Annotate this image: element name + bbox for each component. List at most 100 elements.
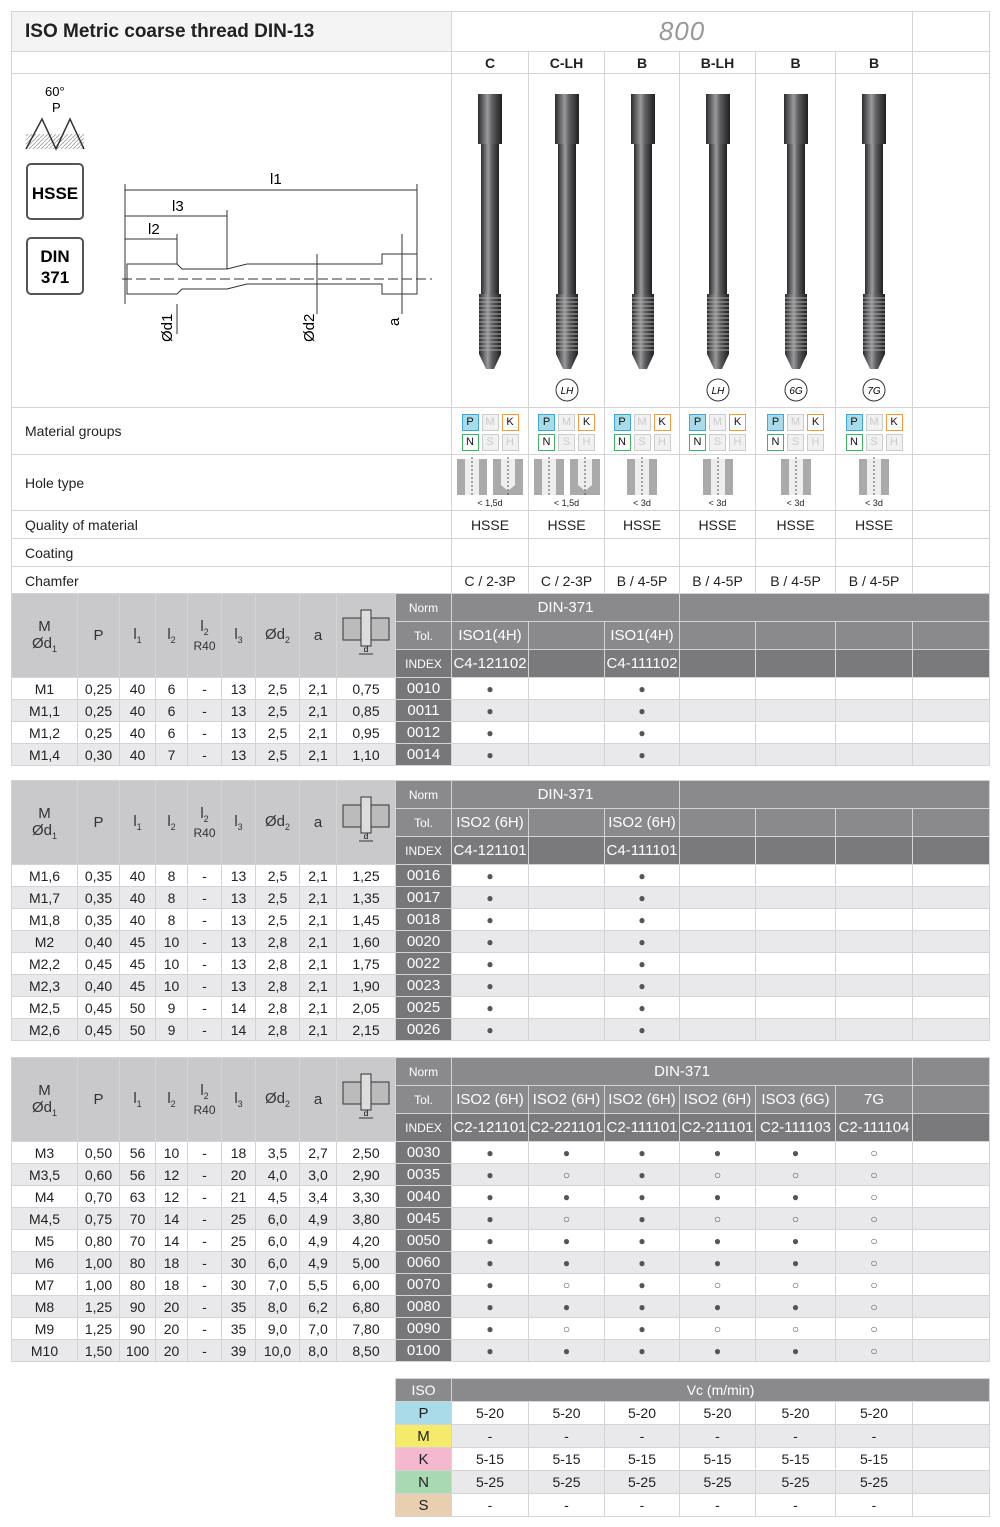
table-row[interactable]: M4,5 0,75 70 14-25 6,0 4,9 3,80 0045 ● ○ ● ○ ○ ○: [11, 1207, 991, 1230]
availability-mark: ●: [451, 743, 529, 766]
material-group-cell: P: [395, 1401, 452, 1425]
speed-row: M------: [395, 1424, 991, 1448]
header-text: R40: [193, 1102, 216, 1117]
article-index: [679, 836, 756, 865]
l1-label: l1: [270, 171, 282, 188]
l1-cell: 45: [119, 952, 156, 975]
table-row[interactable]: M4 0,70 63 12-21 4,5 3,4 3,30 0040 ● ● ● ● ● ○: [11, 1185, 991, 1208]
material-k-badge: K: [501, 413, 519, 431]
table-row[interactable]: M8 1,25 90 20-35 8,0 6,2 6,80 0080 ● ● ● ● ● ○: [11, 1295, 991, 1318]
material-m-badge: M: [787, 413, 804, 431]
speed-value: 5-20: [755, 1401, 836, 1425]
table-row[interactable]: M1,7 0,35 40 8-13 2,5 2,1 1,35 0017 ● ●: [11, 886, 990, 909]
table-row[interactable]: M2,2 0,45 45 10-13 2,8 2,1 1,75 0022 ● ●: [11, 952, 990, 975]
a-cell: 2,1: [299, 1018, 337, 1041]
index-code-cell: 0017: [395, 886, 452, 909]
header-sub: 2: [170, 1099, 176, 1109]
table-row[interactable]: M3 0,50 56 10-18 3,5 2,7 2,50 0030 ● ● ● ● ● ○: [11, 1141, 991, 1164]
l3-cell: 25: [221, 1229, 256, 1252]
l1-cell: 70: [119, 1229, 156, 1252]
availability-mark: ●: [604, 1163, 680, 1186]
availability-mark: [912, 952, 990, 975]
index-code-cell: 0025: [395, 996, 452, 1019]
table-row[interactable]: M6 1,00 80 18-30 6,0 4,9 5,00 0060 ● ● ● ● ● ○: [11, 1251, 991, 1274]
l3-cell: 30: [221, 1251, 256, 1274]
d2-cell: 6,0: [255, 1207, 300, 1230]
l2-r40-cell: -: [187, 721, 222, 744]
availability-mark: ●: [679, 1339, 756, 1362]
l1-cell: 40: [119, 886, 156, 909]
l2-cell: 10: [155, 952, 188, 975]
table-row[interactable]: M1,4 0,30 40 7-13 2,5 2,1 1,10 0014 ● ●: [11, 743, 990, 766]
availability-mark: [912, 974, 990, 997]
table-row[interactable]: M1 0,25 40 6-13 2,5 2,1 0,75 0010 ● ●: [11, 677, 990, 700]
col-p: P: [77, 780, 120, 865]
availability-mark: [528, 864, 605, 887]
availability-mark: [528, 743, 605, 766]
tool-type-label: B: [834, 51, 914, 74]
l1-cell: 90: [119, 1317, 156, 1340]
tolerance-value: [912, 1085, 991, 1114]
table-row[interactable]: M5 0,80 70 14-25 6,0 4,9 4,20 0050 ● ● ● ● ● ○: [11, 1229, 991, 1252]
header-text: l: [133, 626, 137, 643]
table-row[interactable]: M2 0,40 45 10-13 2,8 2,1 1,60 0020 ● ●: [11, 930, 990, 953]
table-row[interactable]: M7 1,00 80 18-30 7,0 5,5 6,00 0070 ● ○ ● ○ ○ ○: [11, 1273, 991, 1296]
size-cell: M5: [11, 1229, 78, 1252]
header-text: R40: [193, 638, 216, 653]
availability-mark: ○: [834, 1141, 914, 1164]
table-row[interactable]: M1,1 0,25 40 6-13 2,5 2,1 0,85 0011 ● ●: [11, 699, 990, 722]
tool-type-label: B-LH: [679, 51, 756, 74]
table-row[interactable]: M2,6 0,45 50 9-14 2,8 2,1 2,15 0026 ● ●: [11, 1018, 990, 1041]
size-cell: M1,4: [11, 743, 78, 766]
l2-cell: 10: [155, 930, 188, 953]
table-row[interactable]: M3,5 0,60 56 12-20 4,0 3,0 2,90 0035 ● ○ ● ○ ○ ○: [11, 1163, 991, 1186]
table-row[interactable]: M1,2 0,25 40 6-13 2,5 2,1 0,95 0012 ● ●: [11, 721, 990, 744]
table-row[interactable]: M9 1,25 90 20-35 9,0 7,0 7,80 0090 ● ○ ● ○ ○ ○: [11, 1317, 991, 1340]
tolerance-value: ISO2 (6H): [604, 1085, 680, 1114]
availability-mark: [835, 721, 913, 744]
table-row[interactable]: M1,6 0,35 40 8-13 2,5 2,1 1,25 0016 ● ●: [11, 864, 990, 887]
pitch-cell: 0,45: [77, 996, 120, 1019]
a-cell: 2,1: [299, 908, 337, 931]
l2-cell: 8: [155, 864, 188, 887]
header-text: l: [133, 1090, 137, 1107]
col-l3: l3: [221, 1057, 256, 1142]
header-text: P: [93, 627, 104, 644]
col-l1: l1: [119, 780, 156, 865]
a-cell: 2,1: [299, 864, 337, 887]
availability-mark: [679, 721, 756, 744]
header-text: a: [313, 627, 323, 644]
a-cell: 2,1: [299, 699, 337, 722]
size-cell: M3,5: [11, 1163, 78, 1186]
index-code-cell: 0010: [395, 677, 452, 700]
article-index: [835, 836, 913, 865]
chamfer-value: B / 4-5P: [755, 566, 836, 595]
availability-mark: ○: [528, 1163, 605, 1186]
l2-cell: 9: [155, 996, 188, 1019]
tool-marker-label: 7G: [867, 386, 881, 397]
d2-cell: 6,0: [255, 1229, 300, 1252]
table-row[interactable]: M10 1,50 100 20-39 10,0 8,0 8,50 0100 ● ● ● ● ● ○: [11, 1339, 991, 1362]
speed-value: -: [528, 1424, 605, 1448]
l1-cell: 56: [119, 1163, 156, 1186]
table-row[interactable]: M2,3 0,40 45 10-13 2,8 2,1 1,90 0023 ● ●: [11, 974, 990, 997]
table-row[interactable]: M1,8 0,35 40 8-13 2,5 2,1 1,45 0018 ● ●: [11, 908, 990, 931]
dimension-drawing: 60° P HSSE DIN 371 l1 l3 l2 Ød1 Ød2 a: [25, 84, 432, 342]
norm-badge-line2: 371: [41, 268, 69, 287]
hole-type-icon: [702, 457, 733, 497]
size-cell: M1,2: [11, 721, 78, 744]
norm-label: Norm: [395, 1057, 452, 1086]
availability-mark: ●: [679, 1229, 756, 1252]
pitch-cell: 0,35: [77, 908, 120, 931]
availability-mark: ●: [755, 1185, 836, 1208]
availability-mark: ○: [834, 1207, 914, 1230]
a-cell: 2,1: [299, 930, 337, 953]
availability-mark: [835, 699, 913, 722]
d2-cell: 4,0: [255, 1163, 300, 1186]
material-p-badge: P: [767, 413, 784, 431]
table-row[interactable]: M2,5 0,45 50 9-14 2,8 2,1 2,05 0025 ● ●: [11, 996, 990, 1019]
speed-value: -: [679, 1424, 756, 1448]
